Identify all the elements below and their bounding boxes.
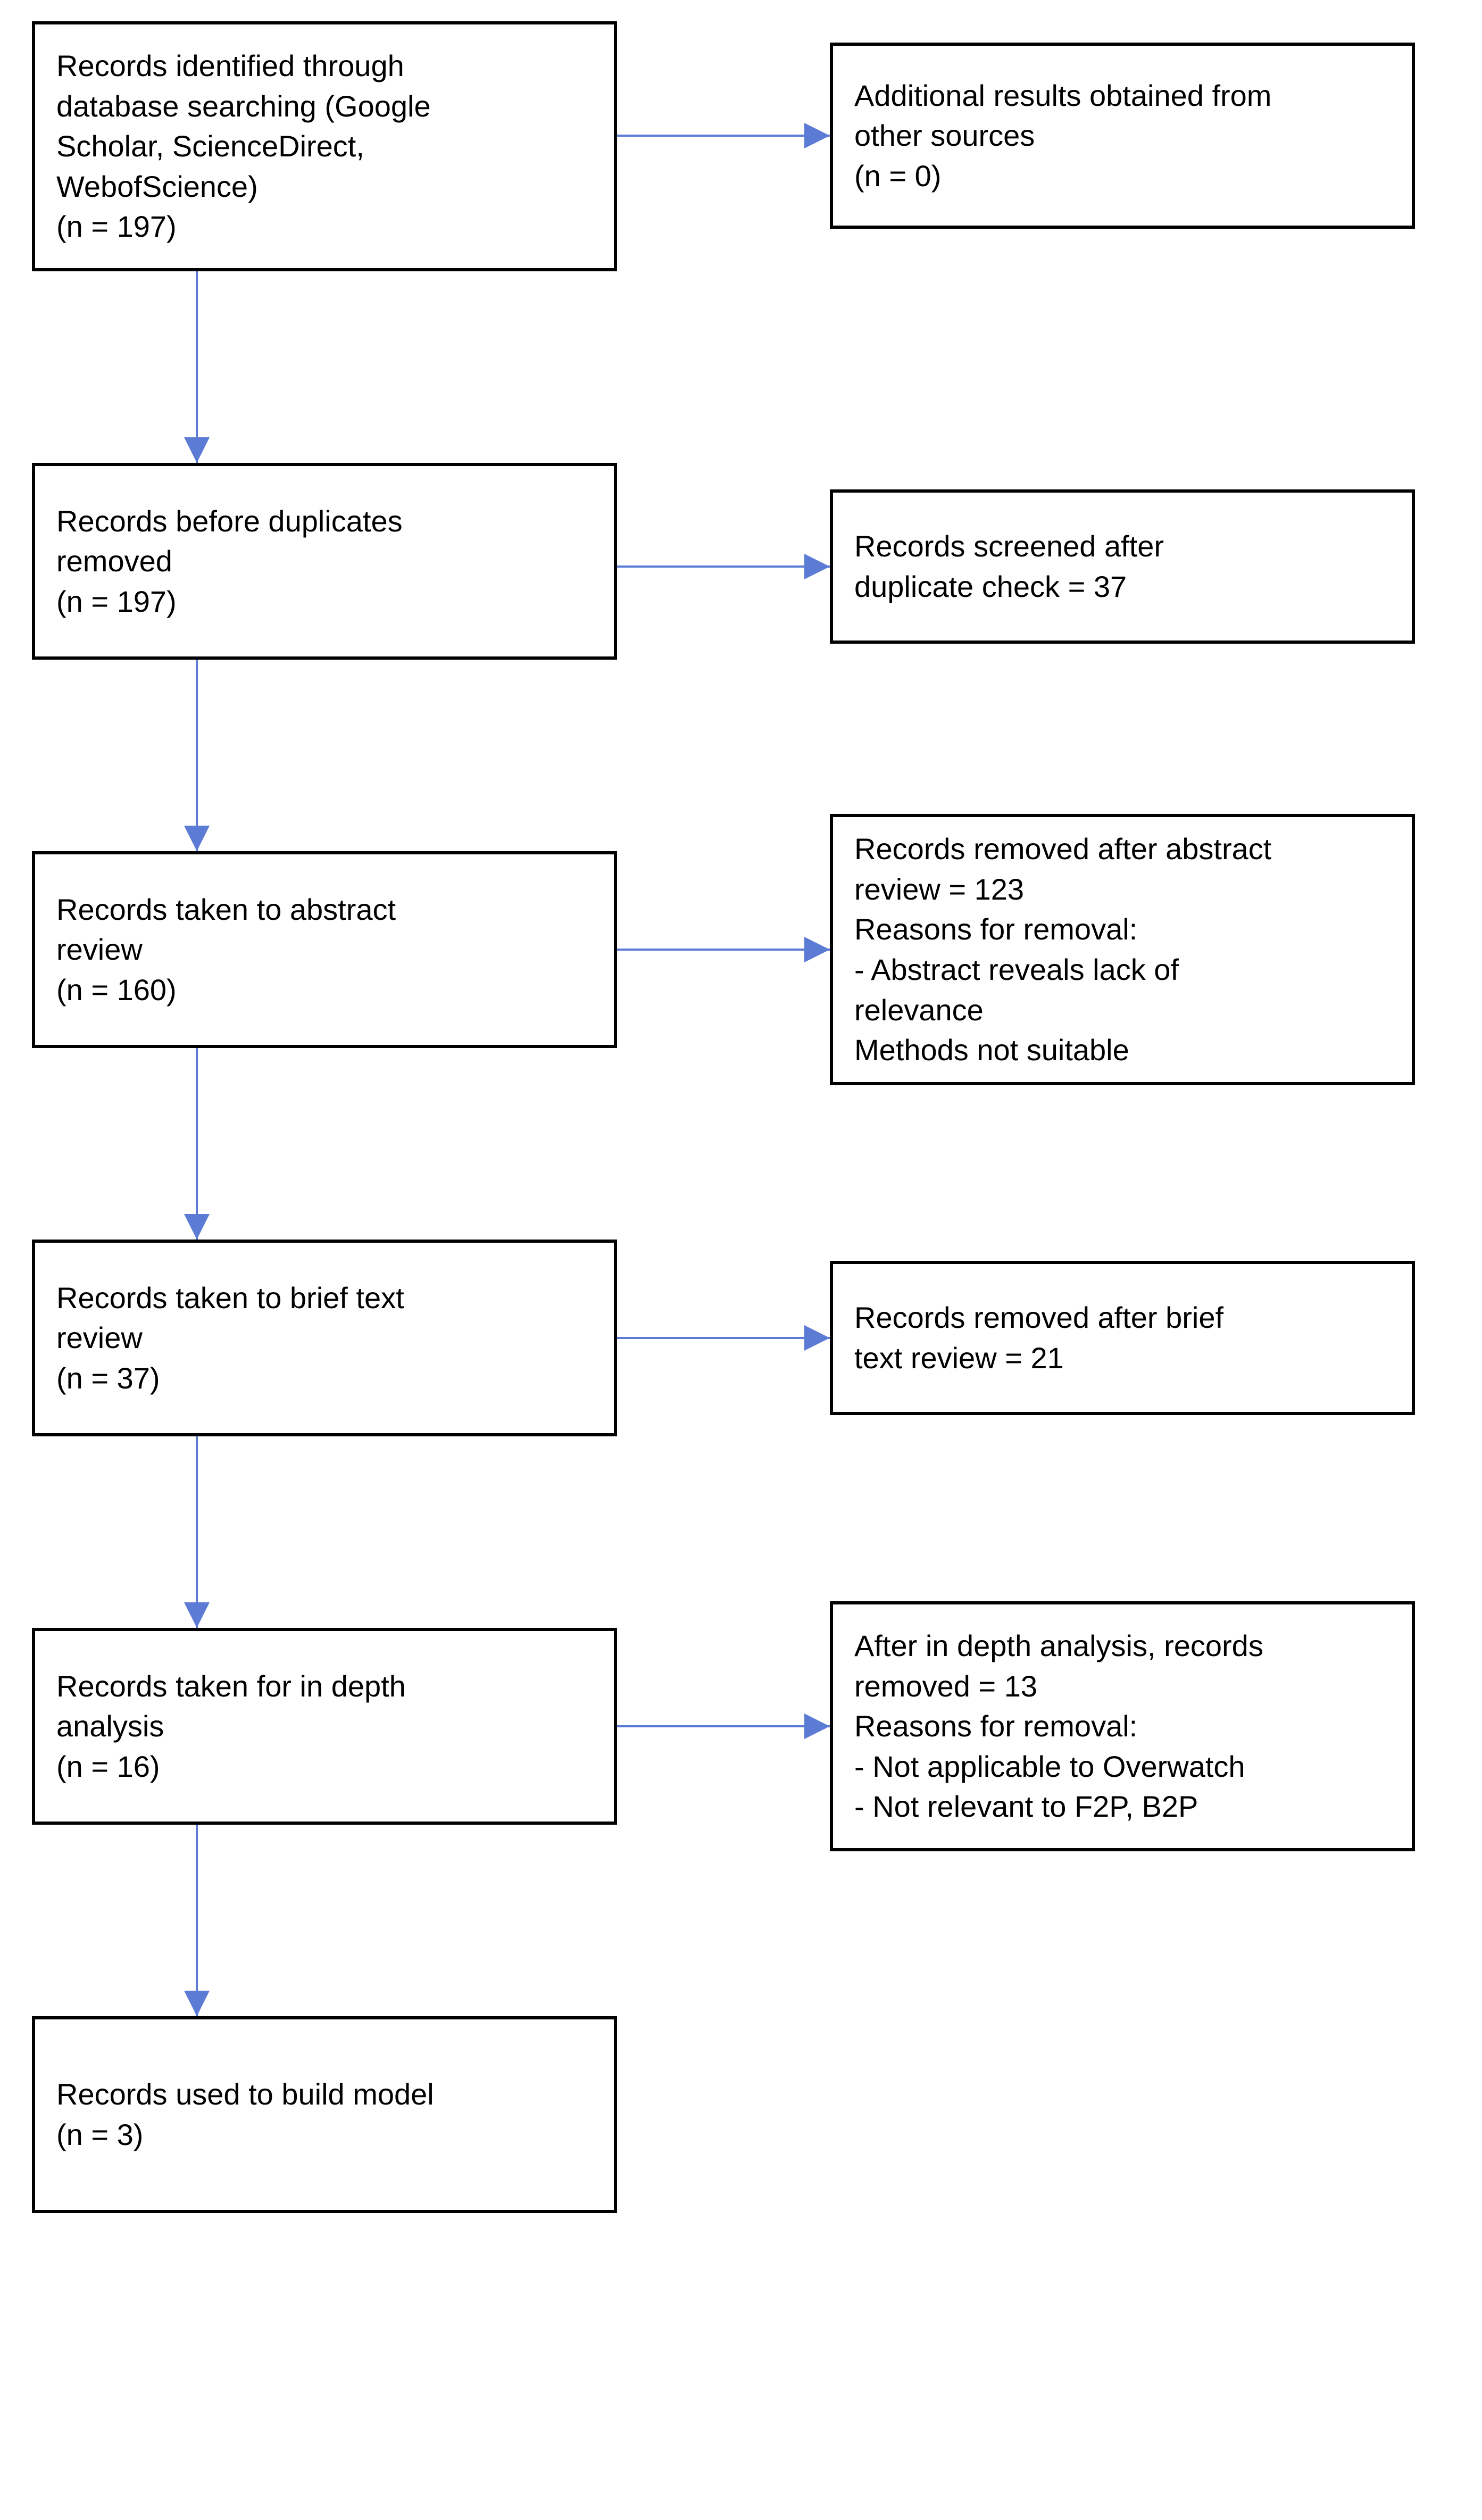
node-L3: Records taken to abstract review (n = 16… <box>32 851 617 1048</box>
node-R4: Records removed after brief text review … <box>830 1261 1415 1415</box>
node-R2-text: Records screened after duplicate check =… <box>854 526 1391 606</box>
node-L5: Records taken for in depth analysis (n =… <box>32 1628 617 1825</box>
node-L4: Records taken to brief text review (n = … <box>32 1240 617 1436</box>
flowchart-canvas: Records identified through database sear… <box>0 0 1482 2520</box>
node-R5-text: After in depth analysis, records removed… <box>854 1626 1391 1827</box>
node-L1: Records identified through database sear… <box>32 21 617 271</box>
node-R4-text: Records removed after brief text review … <box>854 1298 1391 1378</box>
node-R1-text: Additional results obtained from other s… <box>854 76 1391 196</box>
node-L5-text: Records taken for in depth analysis (n =… <box>56 1666 593 1787</box>
node-L3-text: Records taken to abstract review (n = 16… <box>56 889 593 1010</box>
node-R3: Records removed after abstract review = … <box>830 814 1415 1085</box>
node-R5: After in depth analysis, records removed… <box>830 1601 1415 1851</box>
node-L6: Records used to build model (n = 3) <box>32 2016 617 2213</box>
node-L2-text: Records before duplicates removed (n = 1… <box>56 501 593 622</box>
node-L4-text: Records taken to brief text review (n = … <box>56 1278 593 1399</box>
node-L6-text: Records used to build model (n = 3) <box>56 2074 593 2155</box>
node-R3-text: Records removed after abstract review = … <box>854 829 1391 1070</box>
node-R2: Records screened after duplicate check =… <box>830 489 1415 644</box>
node-L2: Records before duplicates removed (n = 1… <box>32 463 617 660</box>
node-R1: Additional results obtained from other s… <box>830 43 1415 229</box>
node-L1-text: Records identified through database sear… <box>56 46 593 247</box>
